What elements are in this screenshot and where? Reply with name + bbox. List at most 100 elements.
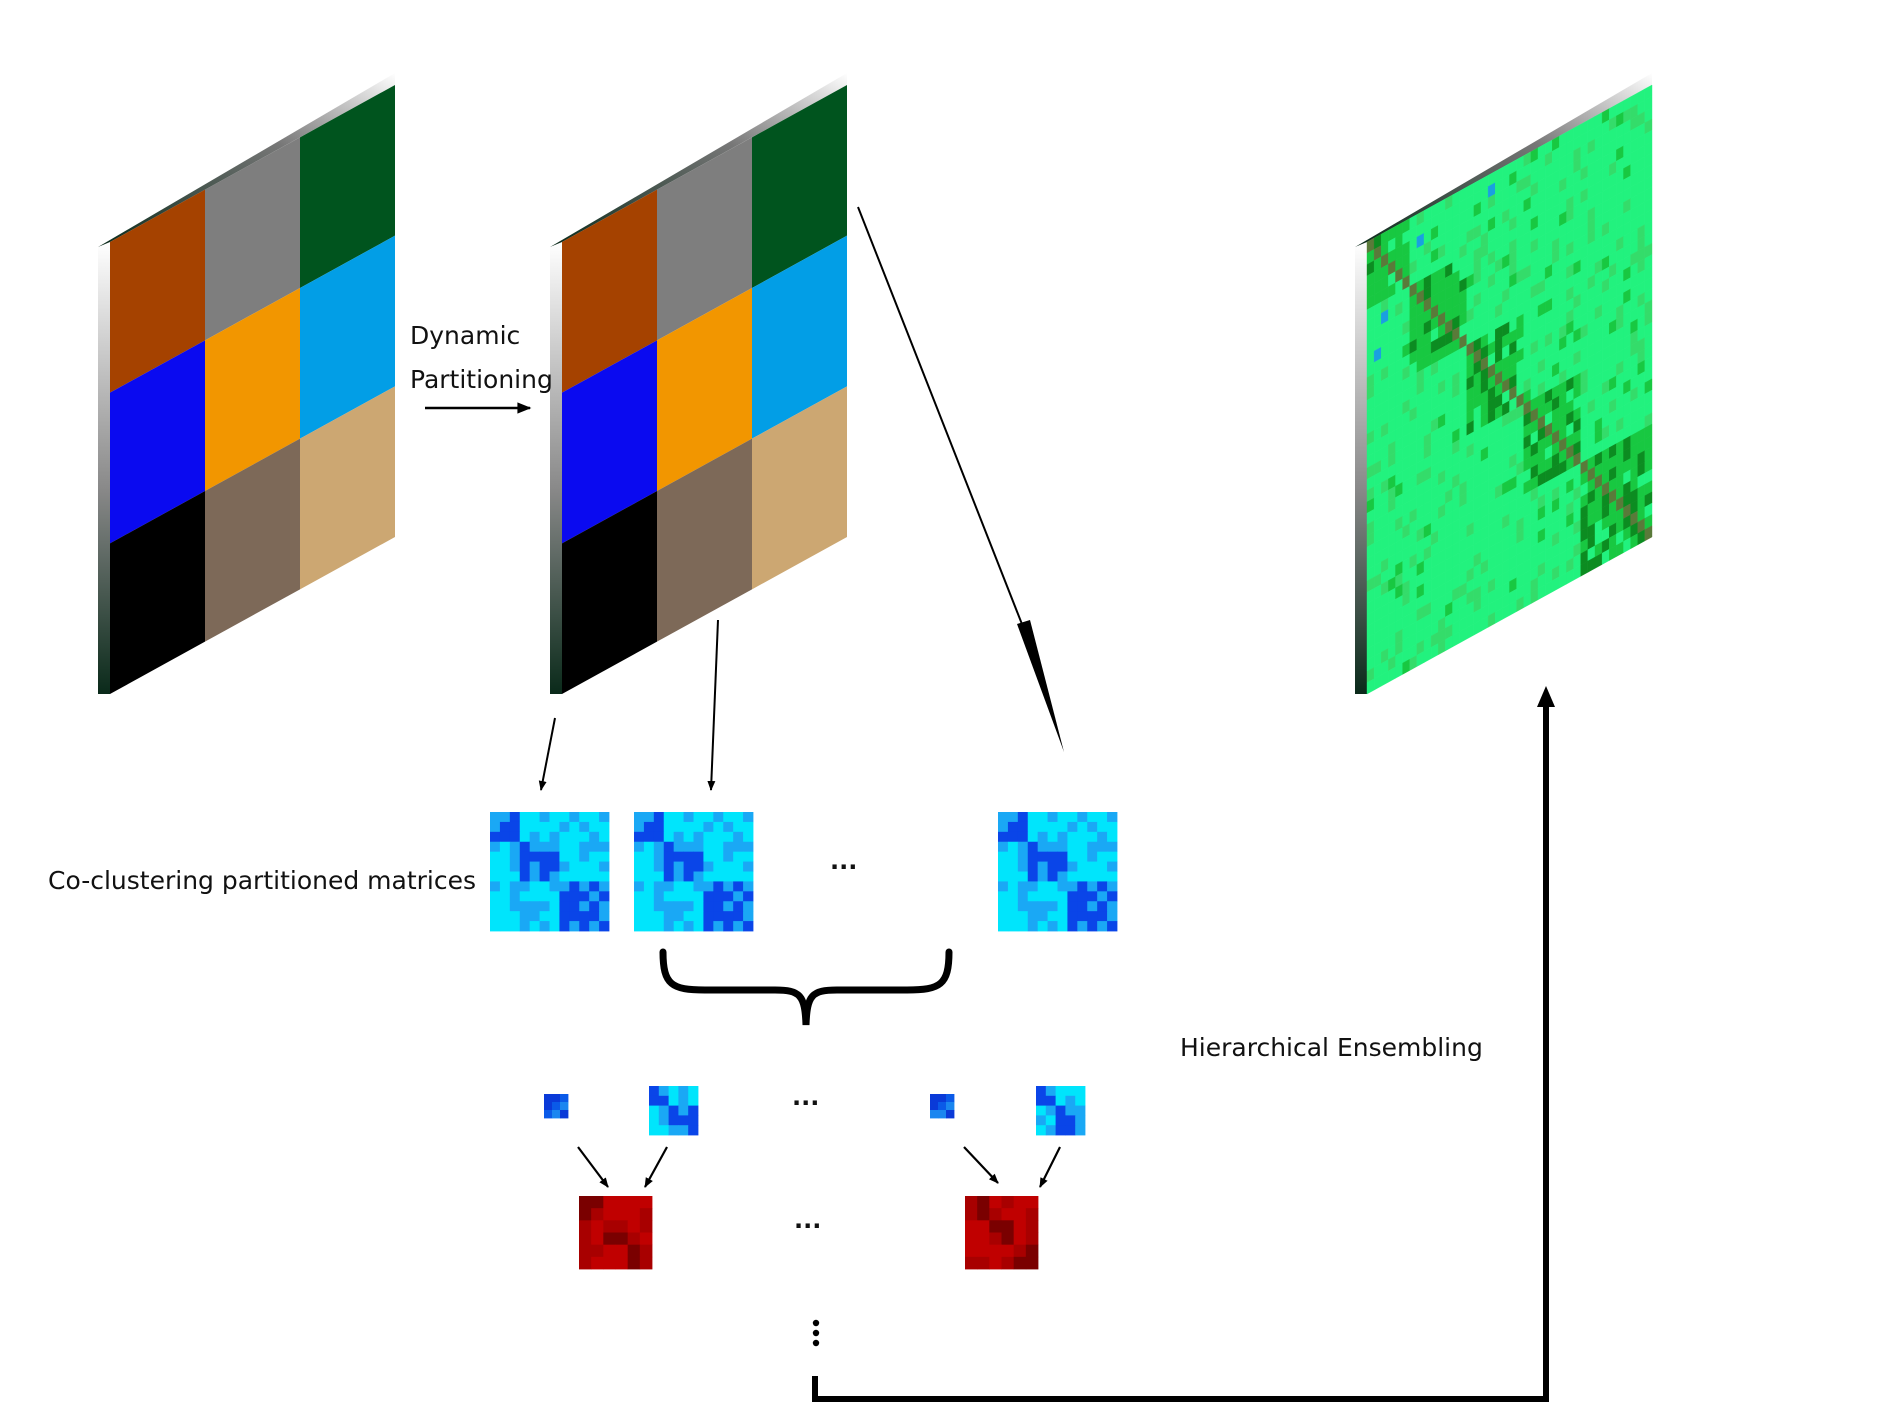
heatmap-cell (1017, 831, 1029, 843)
heatmap-cell (529, 911, 540, 922)
heatmap-cell (998, 851, 1009, 862)
dynamic-label: Dynamic (410, 321, 520, 350)
heatmap-cell (1017, 901, 1029, 912)
heatmap-cell (1057, 891, 1068, 902)
heatmap-cell (673, 861, 684, 872)
heatmap-cell (591, 1220, 604, 1233)
heatmap-cell (1075, 1095, 1086, 1106)
heatmap-cell (559, 881, 570, 892)
heatmap-cell (743, 891, 754, 902)
heatmap-cell (639, 1232, 653, 1246)
heatmap-cell (529, 901, 540, 912)
heatmap-cell (490, 871, 501, 882)
heatmap-cell (539, 831, 550, 843)
heatmap-cell (519, 831, 531, 843)
heatmap-cell (649, 1125, 660, 1136)
heatmap-cell (703, 921, 714, 932)
heatmap-cell (663, 851, 675, 862)
heatmap-cell (552, 1094, 561, 1103)
merged-tile-2 (965, 1196, 1039, 1270)
block-cell-r1-c3 (752, 85, 847, 288)
coclustered-tile-1 (490, 812, 610, 932)
heatmap-cell (634, 881, 645, 892)
heatmap-cell (1047, 881, 1058, 892)
heatmap-cell (599, 812, 610, 823)
heatmap-cell (663, 841, 675, 853)
heatmap-cell (663, 881, 675, 892)
heatmap-cell (733, 831, 744, 843)
heatmap-cell (627, 1196, 641, 1209)
heatmap-cell (499, 881, 511, 892)
heatmap-cell (1107, 861, 1118, 872)
heatmap-cell (634, 812, 645, 823)
heatmap-cell (627, 1208, 641, 1221)
heatmap-cell (688, 1086, 699, 1097)
heatmap-cell (673, 881, 684, 892)
heatmap-cell (1036, 1115, 1047, 1126)
heatmap-cell (539, 881, 550, 892)
heatmap-cell (743, 901, 754, 912)
heatmap-cell (519, 881, 531, 892)
data-matrix-original (98, 73, 395, 694)
merge-arrow-b (644, 1146, 668, 1188)
heatmap-cell (529, 891, 540, 902)
heatmap-cell (519, 821, 531, 833)
heatmap-cell (1047, 901, 1058, 912)
heatmap-cell (1007, 821, 1019, 833)
heatmap-cell (1057, 831, 1068, 843)
small-tile-a (544, 1094, 569, 1119)
heatmap-cell (733, 891, 744, 902)
heatmap-cell (549, 911, 560, 922)
heatmap-cell (1077, 891, 1088, 902)
heatmap-cell (1007, 921, 1019, 932)
heatmap-cell (938, 1094, 947, 1103)
heatmap-cell (519, 871, 531, 882)
block-cell-r2-c1 (562, 340, 657, 544)
heatmap-cell (1107, 921, 1118, 932)
heatmap-cell (1017, 861, 1029, 872)
heatmap-cell (589, 891, 600, 902)
heatmap-cell (589, 921, 600, 932)
heatmap-cell (1037, 861, 1048, 872)
heatmap-cell (634, 831, 645, 843)
heatmap-cell (1037, 841, 1048, 853)
heatmap-cell (723, 881, 734, 892)
heatmap-cell (965, 1244, 978, 1258)
heatmap-cell (499, 891, 511, 902)
heatmap-cell (552, 1110, 561, 1119)
heatmap-cell (1107, 841, 1118, 853)
heatmap-cell (683, 851, 694, 862)
heatmap-cell (643, 911, 655, 922)
heatmap-cell (1087, 831, 1098, 843)
heatmap-cell (693, 901, 704, 912)
heatmap-cell (599, 861, 610, 872)
heatmap-cell (499, 841, 511, 853)
heatmap-cell (713, 871, 724, 882)
hierarchical-label: Hierarchical Ensembling (1180, 1033, 1483, 1062)
heatmap-cell (1027, 901, 1039, 912)
heatmap-cell (579, 871, 590, 882)
heatmap-cell (589, 812, 600, 823)
heatmap-cell (634, 901, 645, 912)
heatmap-cell (579, 911, 590, 922)
heatmap-cell (1077, 921, 1088, 932)
heatmap-cell (579, 812, 590, 823)
heatmap-cell (1057, 911, 1068, 922)
heatmap-cell (591, 1256, 604, 1270)
heatmap-cell (549, 841, 560, 853)
heatmap-cell (688, 1105, 699, 1116)
small-tiles-ellipsis: ... (792, 1083, 819, 1111)
heatmap-cell (490, 911, 501, 922)
heatmap-cell (579, 861, 590, 872)
heatmap-cell (529, 881, 540, 892)
heatmap-cell (1097, 841, 1108, 853)
heatmap-cell (1055, 1105, 1066, 1116)
heatmap-cell (1087, 921, 1098, 932)
block-cell-r3-c2 (657, 438, 752, 642)
heatmap-cell (683, 812, 694, 823)
heatmap-cell (627, 1220, 641, 1233)
heatmap-cell (1087, 861, 1098, 872)
heatmap-cell (1027, 891, 1039, 902)
heatmap-cell (703, 812, 714, 823)
heatmap-cell (603, 1196, 616, 1209)
